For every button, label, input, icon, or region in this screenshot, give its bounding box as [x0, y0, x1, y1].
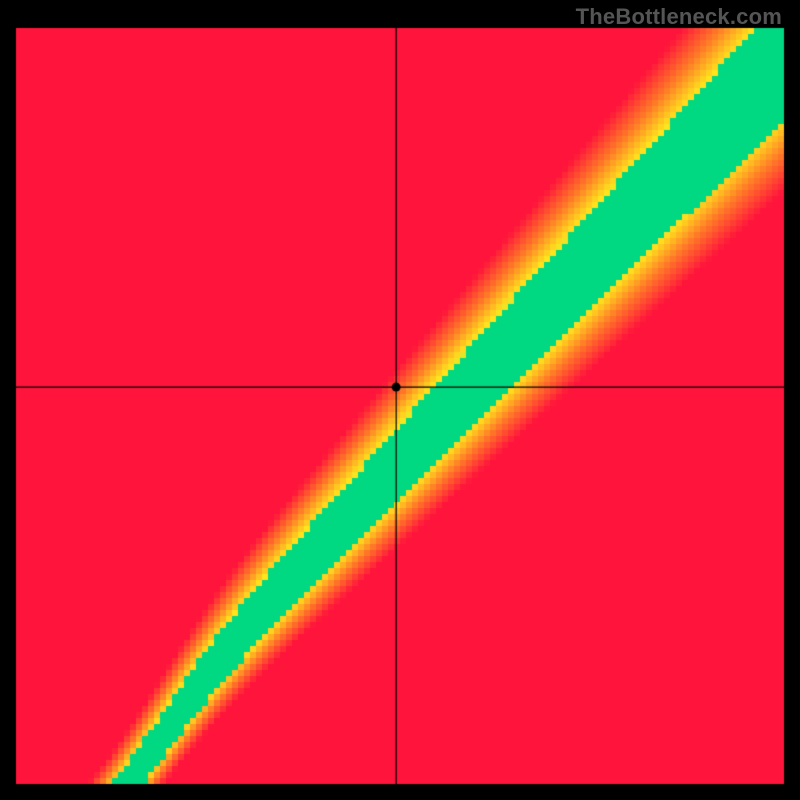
bottleneck-heatmap: [0, 0, 800, 800]
watermark-text: TheBottleneck.com: [576, 4, 782, 30]
